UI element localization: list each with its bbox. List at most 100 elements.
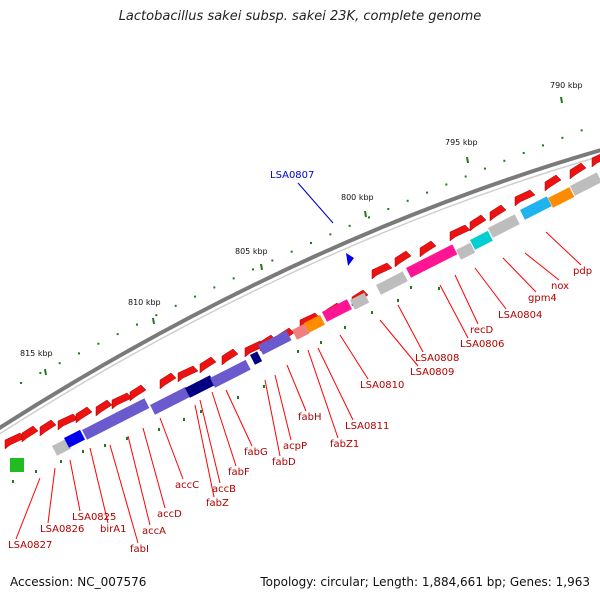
cds-arrow: [469, 214, 487, 232]
bp-tick-label: 795 kbp: [445, 138, 478, 147]
gene-label-LSA0804: LSA0804: [498, 310, 542, 321]
bp-tick-label: 790 kbp: [550, 81, 583, 90]
bp-dot: [329, 233, 332, 236]
feature-block: [258, 330, 292, 355]
bp-dot: [213, 286, 216, 289]
cds-arrow: [177, 365, 199, 383]
bp-dot: [12, 480, 14, 483]
bp-dot: [406, 199, 409, 202]
gene-leader-line: [286, 364, 307, 412]
bp-dot: [263, 385, 265, 388]
feature-block: [322, 299, 352, 322]
cds-arrow: [419, 240, 437, 258]
highlight-gene-label: LSA0807: [270, 170, 314, 181]
cds-arrow: [394, 250, 412, 268]
gene-label-LSA0810: LSA0810: [360, 380, 404, 391]
bp-dot: [484, 167, 486, 170]
gene-label-LSA0826: LSA0826: [40, 524, 84, 535]
bp-dot: [35, 470, 37, 473]
gene-label-fabZ: fabZ: [206, 498, 229, 509]
gene-leader-line: [379, 319, 419, 367]
gene-leader-line: [339, 334, 369, 380]
gene-leader-line: [159, 417, 184, 480]
cds-arrow: [591, 153, 600, 168]
highlight-marker-icon: [346, 253, 354, 266]
bp-tick-mark: [466, 156, 469, 164]
map-title: Lactobacillus sakei subsp. sakei 23K, co…: [118, 9, 482, 24]
genome-backbone-inner: [0, 155, 600, 435]
bp-dot: [58, 362, 61, 365]
cds-arrow: [489, 204, 507, 222]
gene-leader-line: [225, 389, 253, 447]
bp-dot: [297, 350, 299, 353]
cds-arrow: [199, 356, 217, 374]
gene-label-pdp: pdp: [573, 266, 592, 277]
gene-leader-line: [474, 267, 507, 310]
cds-arrow: [544, 174, 562, 192]
bp-dot: [252, 268, 254, 271]
cds-arrow: [159, 372, 177, 390]
bp-dot: [410, 286, 412, 289]
feature-block: [64, 429, 86, 448]
gene-label-LSA0827: LSA0827: [8, 540, 52, 551]
bp-dot: [39, 372, 42, 375]
gene-leader-line: [47, 467, 56, 524]
gene-leader-line: [502, 257, 537, 293]
cds-arrow: [21, 425, 39, 443]
cds-arrow: [95, 399, 113, 417]
bp-dot: [183, 418, 185, 421]
cds-arrow: [371, 262, 393, 280]
bp-dot: [561, 136, 564, 139]
gene-label-gpm4: gpm4: [528, 293, 557, 304]
bp-dot: [271, 259, 274, 262]
bp-dot: [348, 224, 351, 227]
bp-dot: [116, 333, 119, 336]
bp-dot: [344, 326, 346, 329]
bp-dot: [580, 129, 583, 132]
feature-block: [52, 438, 72, 456]
bp-tick-label: 800 kbp: [341, 193, 374, 202]
gene-leader-line: [264, 379, 281, 457]
bp-dot: [445, 183, 448, 186]
cds-arrow: [569, 162, 587, 180]
bp-dot: [78, 352, 80, 355]
bp-dot-group: [12, 129, 583, 483]
gene-label-fabH: fabH: [298, 412, 322, 423]
gene-label-fabG: fabG: [244, 447, 268, 458]
bp-dot: [158, 428, 160, 431]
gene-leader-line: [397, 304, 424, 353]
feature-block: [520, 196, 552, 220]
gene-label-recD: recD: [470, 325, 494, 336]
feature-block: [376, 271, 408, 295]
gene-label-accC: accC: [175, 480, 199, 491]
gene-label-LSA0808: LSA0808: [415, 353, 459, 364]
bp-dot: [542, 144, 544, 147]
bp-dot: [136, 323, 138, 326]
genome-backbone: [0, 148, 600, 431]
gene-label-acpP: acpP: [283, 441, 307, 452]
bp-dot: [310, 242, 312, 244]
gene-label-fabF: fabF: [228, 467, 250, 478]
feature-block: [488, 214, 520, 238]
bp-dot: [97, 342, 100, 345]
gene-leader-line: [524, 252, 560, 281]
gene-label-accA: accA: [142, 526, 166, 537]
bp-dot: [522, 152, 525, 155]
cds-arrow: [221, 348, 239, 366]
bp-dot: [174, 304, 177, 307]
gene-label-accD: accD: [157, 509, 182, 520]
cds-arrow: [514, 189, 536, 207]
gene-leader-line: [439, 284, 469, 339]
cds-arrow: [129, 384, 147, 402]
gene-label-nox: nox: [551, 281, 569, 292]
gene-leader-line: [69, 459, 81, 512]
gene-leader-line: [127, 435, 151, 526]
gene-leader-line: [194, 404, 215, 498]
feature-group: [4, 153, 600, 472]
bp-dot: [155, 314, 158, 317]
feature-block: [548, 187, 575, 208]
bp-dot: [20, 382, 22, 384]
gene-label-LSA0806: LSA0806: [460, 339, 504, 350]
